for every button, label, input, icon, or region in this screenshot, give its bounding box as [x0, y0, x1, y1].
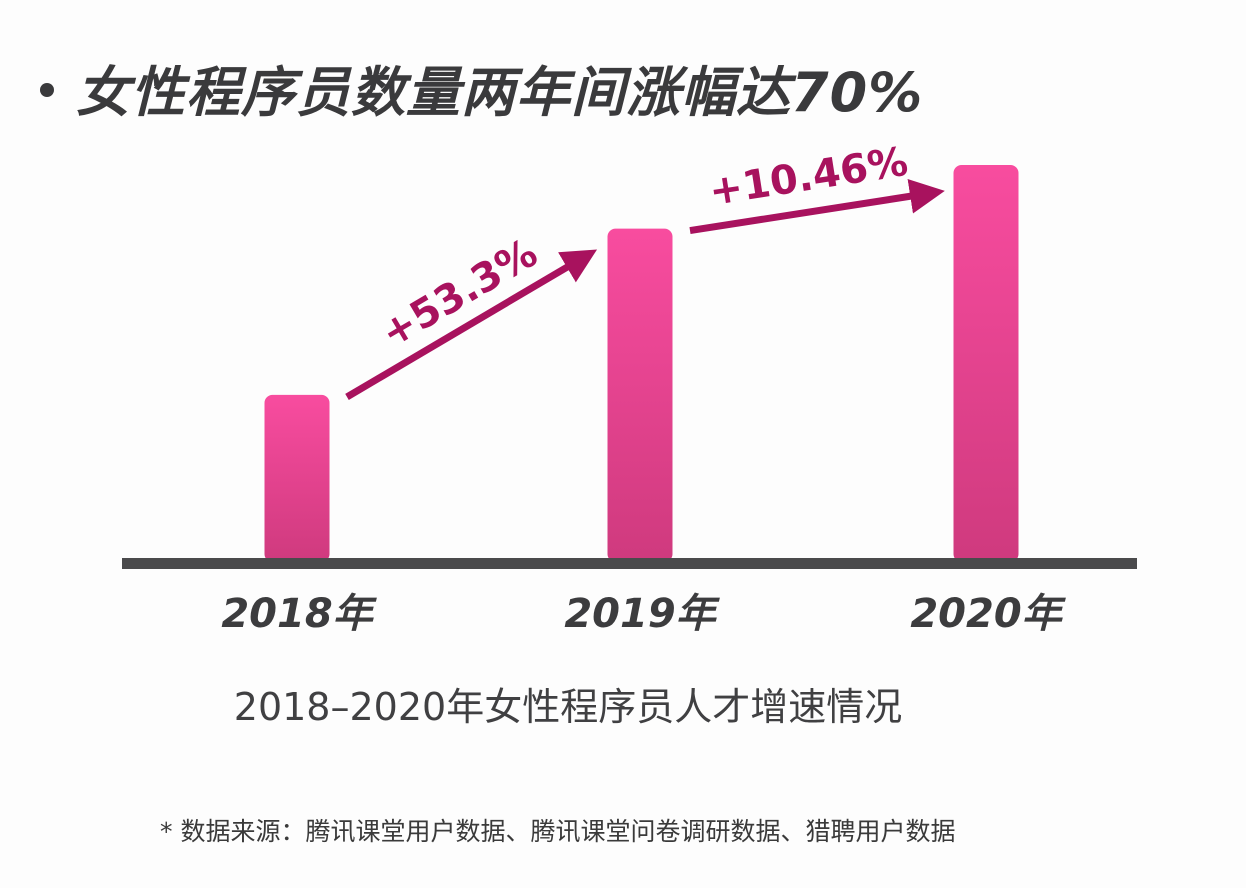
- x-tick-label: 2020年: [910, 591, 1066, 637]
- x-tick-label: 2019年: [564, 591, 720, 637]
- x-axis-baseline: [122, 558, 1137, 569]
- x-tick-label: 2018年: [221, 591, 377, 637]
- growth-arrow: [345, 249, 598, 400]
- bar-2018年: [264, 394, 330, 562]
- data-source-note: * 数据来源：腾讯课堂用户数据、腾讯课堂问卷调研数据、猎聘用户数据: [160, 817, 956, 846]
- bar-2020年: [953, 165, 1019, 562]
- page-title: 女性程序员数量两年间涨幅达70%: [40, 48, 923, 127]
- title-text: 女性程序员数量两年间涨幅达70%: [76, 61, 924, 124]
- chart-title: 2018–2020年女性程序员人才增速情况: [233, 685, 903, 729]
- bullet-icon: [40, 83, 54, 98]
- growth-arrow: [689, 178, 945, 235]
- bar-2019年: [607, 228, 673, 562]
